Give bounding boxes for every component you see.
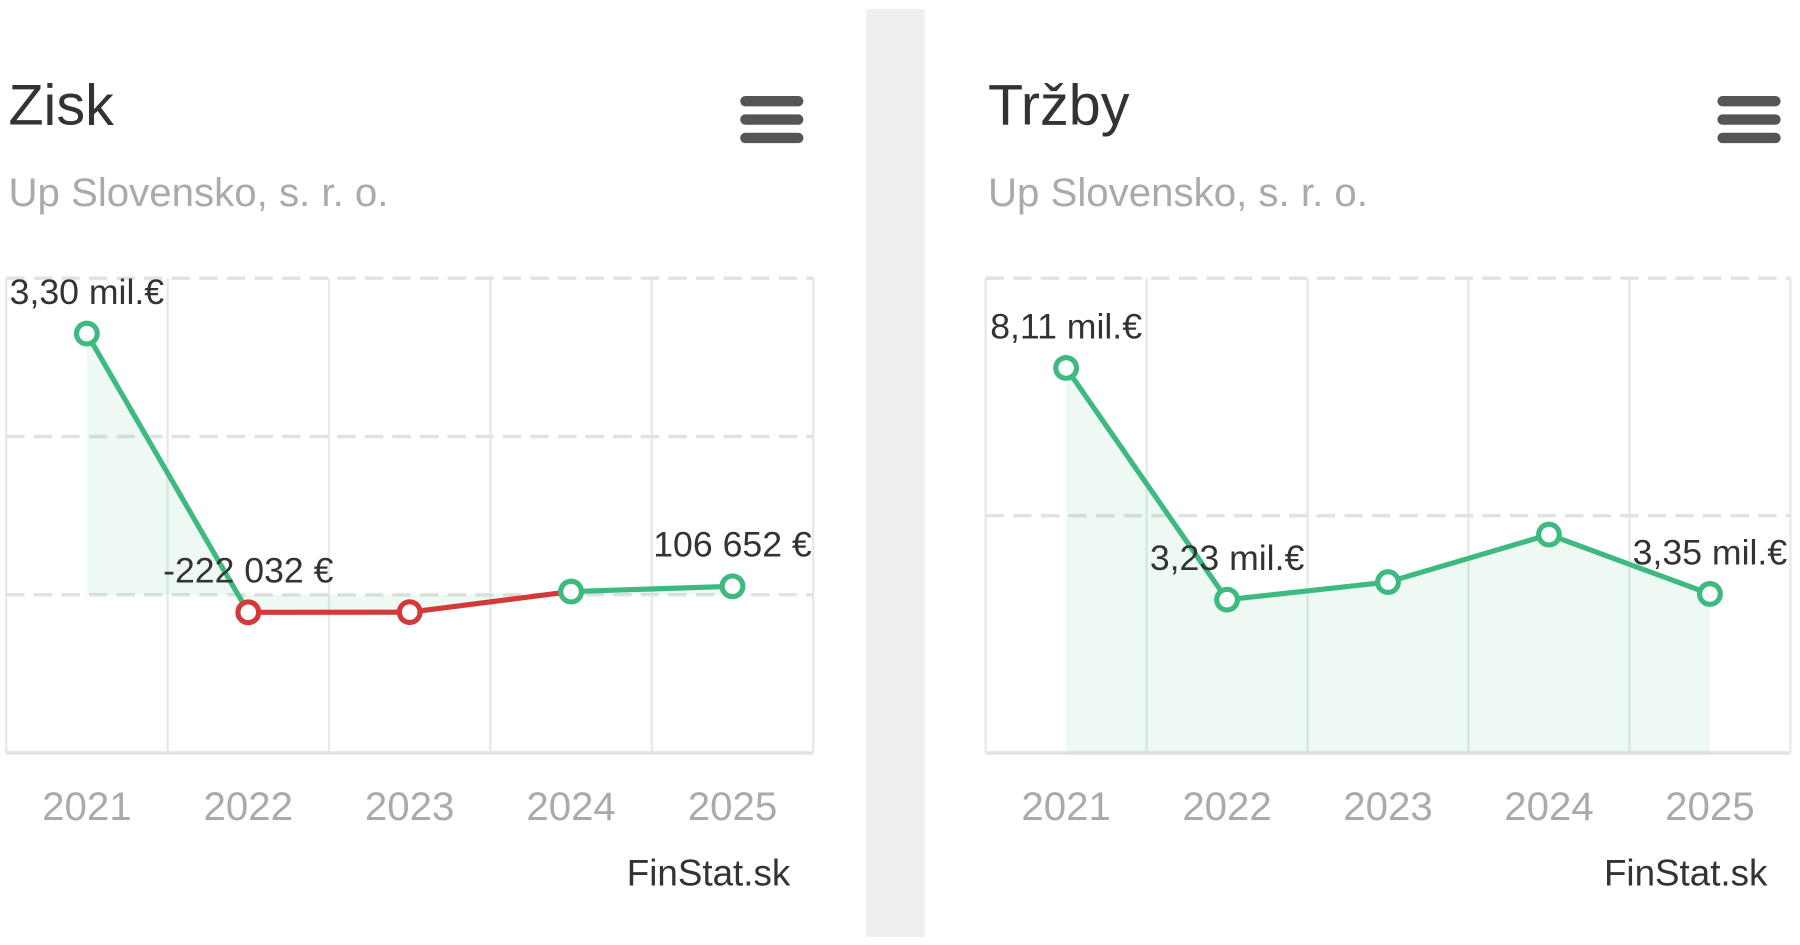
menu-button[interactable] [1717, 95, 1781, 144]
line-segment [1063, 366, 1230, 602]
data-label: 3,23 mil.€ [1150, 538, 1305, 578]
x-tick-label: 2025 [1665, 784, 1754, 829]
line-segment [1226, 579, 1389, 603]
point [396, 599, 423, 626]
point [73, 320, 100, 347]
chart-credits: FinStat.sk [627, 853, 791, 894]
point [719, 573, 746, 600]
data-label: 106 652 € [653, 525, 812, 565]
x-tick-label: 2025 [688, 784, 777, 829]
separator [866, 9, 925, 937]
x-tick-label: 2022 [204, 784, 293, 829]
data-label: 3,30 mil.€ [10, 272, 165, 312]
data-label: 8,11 mil.€ [990, 306, 1142, 346]
chart-subtitle: Up Slovensko, s. r. o. [988, 170, 1368, 215]
x-tick-label: 2023 [365, 784, 454, 829]
x-tick-label: 2024 [526, 784, 615, 829]
line-segment [571, 583, 733, 595]
x-tick-label: 2021 [42, 784, 131, 829]
point [1214, 586, 1241, 613]
chart-title: Tržby [988, 73, 1130, 137]
area [86, 333, 733, 613]
x-tick-label: 2021 [1021, 784, 1110, 829]
chart-subtitle: Up Slovensko, s. r. o. [8, 170, 388, 215]
point [1375, 569, 1401, 596]
line-segment [1548, 532, 1711, 597]
line-segment [1387, 532, 1550, 585]
line-segment [409, 589, 572, 615]
point [1696, 581, 1723, 607]
point [1053, 355, 1080, 381]
point [1536, 521, 1562, 548]
menu-button[interactable] [740, 95, 804, 144]
point [235, 599, 262, 626]
area [1066, 367, 1710, 754]
line-segment [84, 332, 251, 614]
chart-credits: FinStat.sk [1604, 853, 1768, 894]
x-tick-label: 2024 [1504, 784, 1593, 829]
point [558, 578, 585, 605]
x-tick-label: 2023 [1343, 784, 1432, 829]
data-label: 3,35 mil.€ [1633, 532, 1788, 572]
x-tick-label: 2022 [1182, 784, 1271, 829]
chart-title: Zisk [8, 73, 114, 137]
data-label: -222 032 € [163, 551, 334, 591]
